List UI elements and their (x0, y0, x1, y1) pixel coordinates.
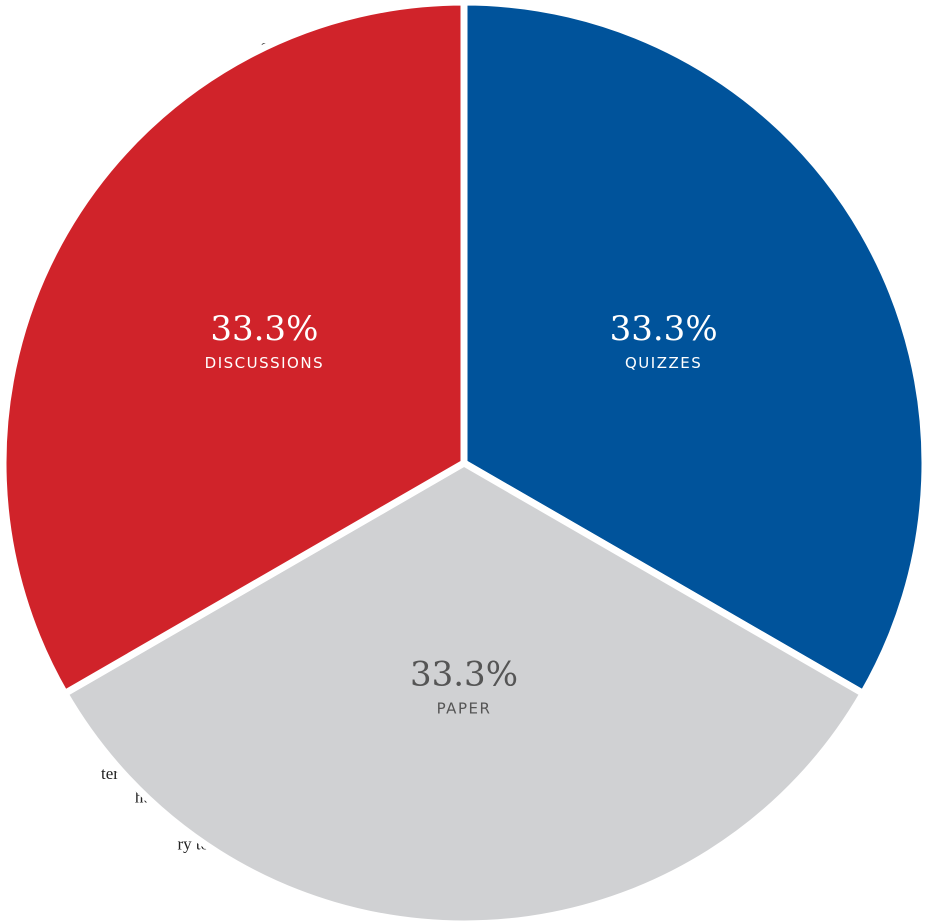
pie-slice (0, 0, 468, 699)
slice-value-label: 33.3% (210, 309, 318, 349)
slice-category-label: PAPER (437, 700, 492, 718)
slice-category-label: QUIZZES (625, 354, 702, 372)
slice-value-label: 33.3% (410, 655, 518, 695)
slice-labels: 33.3% QUIZZES 33.3% PAPER 33.3% DISCUSSIONS (205, 309, 718, 718)
slice-category-label: DISCUSSIONS (205, 354, 324, 372)
pie-slice (460, 0, 927, 699)
slice-value-label: 33.3% (610, 309, 718, 349)
pie-slice (59, 458, 869, 923)
